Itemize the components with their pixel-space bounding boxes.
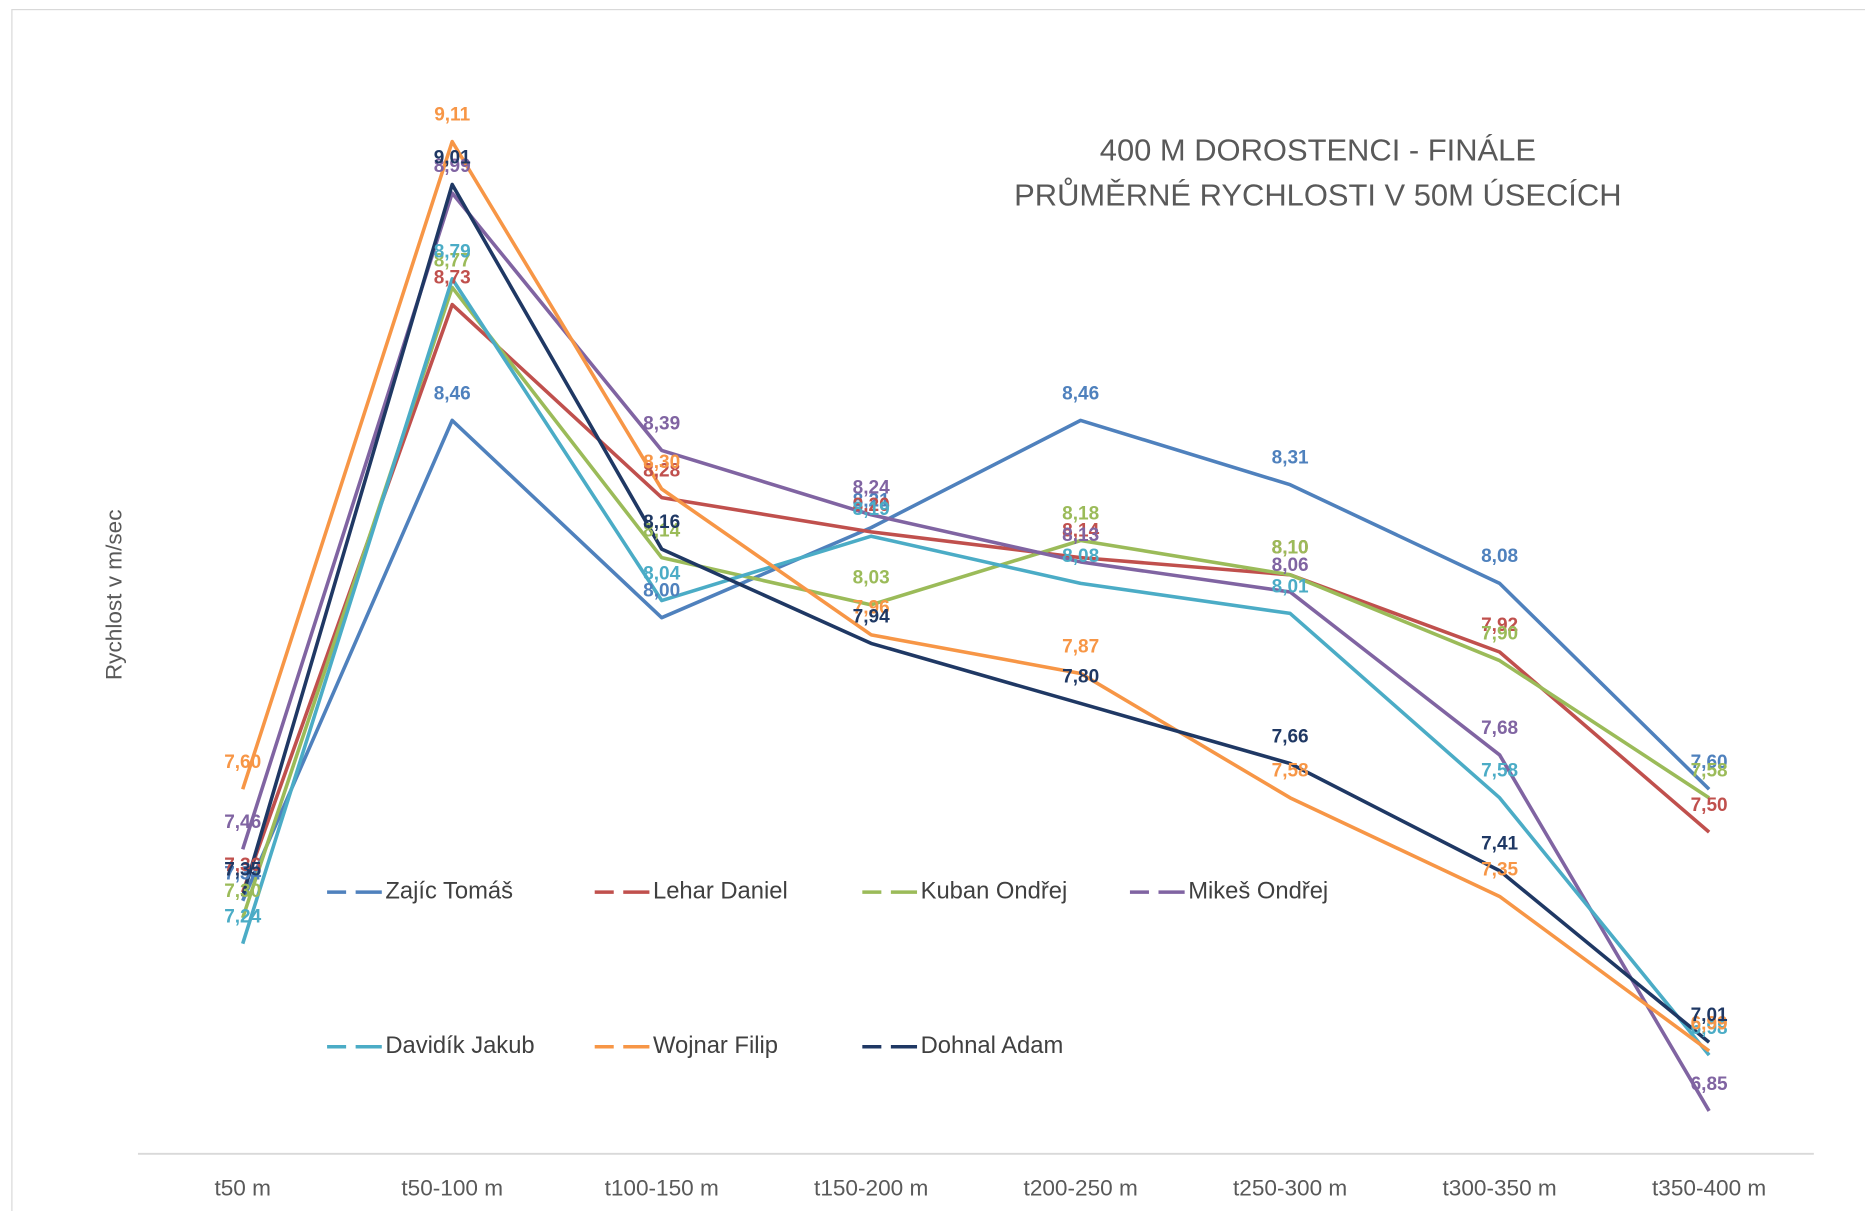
data-label: 8,46	[434, 383, 471, 404]
data-label: 7,58	[1272, 761, 1309, 782]
chart-frame	[11, 9, 1865, 1211]
data-label: 8,04	[643, 563, 680, 584]
data-label: 7,35	[1481, 859, 1518, 880]
data-label: 7,35	[224, 859, 261, 880]
data-label: 7,96	[853, 598, 890, 619]
data-label: 7,01	[1691, 1005, 1728, 1026]
data-label: 8,10	[1272, 538, 1309, 559]
legend-label: Mikeš Ondřej	[1188, 877, 1328, 904]
data-label: 7,36	[224, 855, 261, 876]
x-tick-label: t150-200 m	[814, 1175, 928, 1200]
data-label: 7,90	[1481, 623, 1518, 644]
data-label: 8,19	[853, 499, 890, 520]
data-label: 8,08	[1481, 546, 1518, 567]
data-label: 7,92	[1481, 615, 1518, 636]
x-tick-label: t250-300 m	[1233, 1175, 1347, 1200]
data-label: 8,46	[1062, 383, 1099, 404]
data-label: 8,00	[643, 581, 680, 602]
legend-label: Wojnar Filip	[653, 1032, 778, 1059]
data-label: 9,11	[434, 104, 470, 125]
data-label: 7,60	[1691, 752, 1728, 773]
data-label: 8,30	[643, 452, 680, 473]
data-label: 8,18	[1062, 503, 1099, 524]
legend-label: Kuban Ondřej	[921, 877, 1068, 904]
x-tick-label: t200-250 m	[1024, 1175, 1138, 1200]
series-line	[241, 285, 1711, 919]
data-label: 7,66	[1272, 726, 1309, 747]
data-label: 7,87	[1062, 636, 1099, 657]
data-label: 7,50	[1691, 795, 1728, 816]
x-tick-label: t100-150 m	[605, 1175, 719, 1200]
data-label: 8,39	[643, 413, 680, 434]
legend-label: Dohnal Adam	[921, 1032, 1064, 1059]
legend-label: Lehar Daniel	[653, 877, 788, 904]
x-tick-label: t50-100 m	[401, 1175, 503, 1200]
data-label: 8,01	[1272, 576, 1309, 597]
data-label: 8,14	[1062, 521, 1099, 542]
data-label: 8,79	[434, 242, 471, 263]
data-label: 7,46	[224, 812, 261, 833]
data-label: 7,41	[1481, 834, 1518, 855]
x-tick-label: t50 m	[214, 1175, 270, 1200]
data-label: 8,20	[853, 495, 890, 516]
data-label: 8,03	[853, 568, 890, 589]
data-label: 6,98	[1691, 1018, 1728, 1039]
data-label: 8,14	[643, 521, 680, 542]
y-axis-label: Rychlost v m/sec	[101, 509, 126, 680]
series-line	[241, 191, 1711, 1112]
data-label: 8,13	[1062, 525, 1099, 546]
data-label: 9,01	[434, 147, 471, 168]
series-line	[241, 139, 1711, 1053]
data-label: 8,06	[1272, 555, 1309, 576]
data-label: 8,16	[643, 512, 680, 533]
data-label: 7,80	[1062, 666, 1099, 687]
data-label: 8,21	[853, 490, 890, 511]
series-line	[241, 182, 1711, 1044]
chart-title: 400 M DOROSTENCI - FINÁLE	[1100, 133, 1536, 168]
data-label: 8,99	[434, 156, 471, 177]
data-label: 7,58	[1691, 761, 1728, 782]
data-label: 8,77	[434, 250, 471, 271]
series-line	[241, 418, 1711, 902]
data-label: 7,30	[224, 881, 261, 902]
data-label: 7,94	[853, 606, 890, 627]
legend-label: Davidík Jakub	[385, 1032, 534, 1059]
data-label: 8,08	[1062, 546, 1099, 567]
data-label: 6,99	[1691, 1014, 1728, 1035]
chart-subtitle: PRŮMĚRNÉ RYCHLOSTI V 50M ÚSECÍCH	[1014, 177, 1621, 213]
series-line	[241, 302, 1711, 893]
data-label: 7,34	[224, 864, 261, 885]
series-line	[241, 277, 1711, 1057]
data-label: 6,85	[1691, 1074, 1728, 1095]
data-label: 7,24	[224, 907, 261, 928]
x-tick-label: t350-400 m	[1652, 1175, 1766, 1200]
data-label: 8,10	[1272, 538, 1309, 559]
data-label: 8,28	[643, 460, 680, 481]
x-tick-label: t300-350 m	[1443, 1175, 1557, 1200]
data-label: 7,58	[1481, 761, 1518, 782]
data-label: 7,60	[224, 752, 261, 773]
data-label: 7,68	[1481, 718, 1518, 739]
data-label: 8,31	[1272, 448, 1309, 469]
data-label: 8,24	[853, 478, 890, 499]
data-label: 8,73	[434, 267, 471, 288]
legend-label: Zajíc Tomáš	[385, 877, 513, 904]
